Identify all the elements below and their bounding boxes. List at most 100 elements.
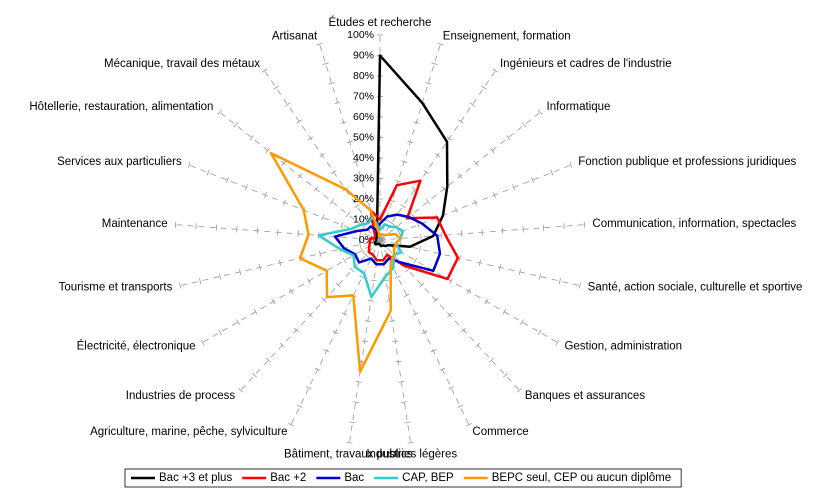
tick-mark — [308, 136, 314, 141]
tick-mark — [187, 162, 191, 169]
tick-mark — [478, 259, 481, 266]
tick-mark — [293, 327, 299, 333]
tick-mark — [538, 273, 541, 280]
category-label: Banques et assurances — [525, 390, 645, 402]
tick-mark — [489, 357, 495, 363]
tick-mark — [199, 278, 202, 285]
tick-mark — [512, 184, 516, 191]
tick-mark — [447, 312, 453, 318]
tick-mark — [360, 247, 365, 254]
tick-mark — [289, 288, 294, 295]
tick-mark — [252, 372, 257, 378]
category-label: Informatique — [547, 101, 611, 113]
tick-mark — [498, 264, 501, 271]
tick-mark — [264, 192, 267, 199]
tick-mark — [346, 140, 353, 144]
tick-mark — [412, 312, 419, 316]
tick-mark — [401, 401, 408, 404]
tick-label: 100% — [347, 29, 374, 41]
tick-mark — [200, 339, 205, 346]
tick-mark — [321, 297, 327, 303]
tick-mark — [388, 221, 395, 226]
tick-mark — [329, 199, 335, 205]
tick-mark — [401, 160, 408, 163]
tick-mark — [331, 170, 337, 175]
tick-mark — [305, 386, 312, 390]
tick-label: 90% — [353, 49, 374, 61]
category-label: Maintenance — [102, 218, 168, 230]
tick-mark — [349, 267, 355, 273]
tick-mark — [244, 184, 248, 191]
category-label: Services aux particuliers — [57, 156, 182, 168]
tick-mark — [265, 147, 270, 154]
tick-mark — [481, 85, 487, 90]
tick-mark — [265, 357, 271, 363]
series-line — [373, 54, 449, 249]
tick-mark — [421, 330, 428, 335]
tick-mark — [435, 153, 441, 158]
tick-mark — [506, 135, 511, 141]
tick-mark — [538, 109, 543, 115]
tick-mark — [389, 320, 396, 322]
category-label: Bâtiment, travaux publics — [284, 449, 413, 461]
series-line — [269, 151, 402, 374]
tick-mark — [492, 68, 499, 73]
tick-mark — [395, 179, 402, 183]
tick-mark — [493, 192, 496, 199]
tick-mark — [358, 179, 365, 183]
tick-mark — [484, 298, 489, 305]
tick-mark — [297, 173, 303, 179]
tick-mark — [335, 282, 341, 288]
tick-mark — [395, 360, 402, 363]
tick-mark — [430, 349, 437, 353]
tick-mark — [332, 330, 339, 335]
tick-mark — [341, 312, 348, 316]
category-label: Communication, information, spectacles — [592, 218, 796, 230]
tick-mark — [323, 349, 330, 353]
tick-mark — [363, 252, 369, 258]
tick-mark — [446, 136, 452, 141]
tick-mark — [352, 160, 359, 163]
tick-mark — [383, 279, 390, 282]
tick-label: 20% — [353, 193, 374, 205]
tick-mark — [358, 241, 362, 248]
category-label: Mécanique, travail des métaux — [104, 58, 260, 70]
tick-mark — [441, 186, 447, 192]
tick-mark — [321, 214, 325, 221]
tick-mark — [349, 421, 356, 424]
tick-mark — [334, 101, 341, 105]
tick-mark — [218, 329, 223, 336]
tick-mark — [475, 342, 481, 348]
category-label: Commerce — [472, 426, 528, 438]
tick-mark — [297, 404, 303, 408]
tick-mark — [236, 319, 240, 325]
tick-mark — [522, 122, 527, 128]
tick-mark — [273, 85, 279, 90]
tick-mark — [433, 297, 439, 303]
category-label: Tourisme et transports — [59, 281, 173, 293]
tick-mark — [314, 367, 321, 371]
tick-mark — [288, 423, 294, 427]
legend-label: Bac +3 et plus — [159, 472, 232, 484]
tick-mark — [342, 257, 347, 264]
tick-mark — [359, 275, 366, 279]
legend-label: Bac +2 — [270, 472, 306, 484]
tick-mark — [555, 339, 560, 346]
tick-mark — [418, 246, 422, 253]
tick-mark — [284, 102, 291, 107]
tick-mark — [457, 404, 463, 408]
tick-mark — [431, 62, 438, 65]
legend-box — [124, 468, 682, 488]
tick-mark — [404, 421, 411, 424]
tick-mark — [370, 279, 377, 282]
tick-mark — [423, 170, 429, 175]
tick-mark — [261, 68, 268, 73]
tick-mark — [361, 340, 368, 343]
tick-mark — [249, 135, 254, 141]
category-label: Gestion, administration — [564, 341, 682, 353]
tick-mark — [419, 282, 425, 288]
tick-mark — [503, 372, 508, 378]
legend-label: Bac — [344, 472, 364, 484]
tick-mark — [550, 169, 554, 176]
